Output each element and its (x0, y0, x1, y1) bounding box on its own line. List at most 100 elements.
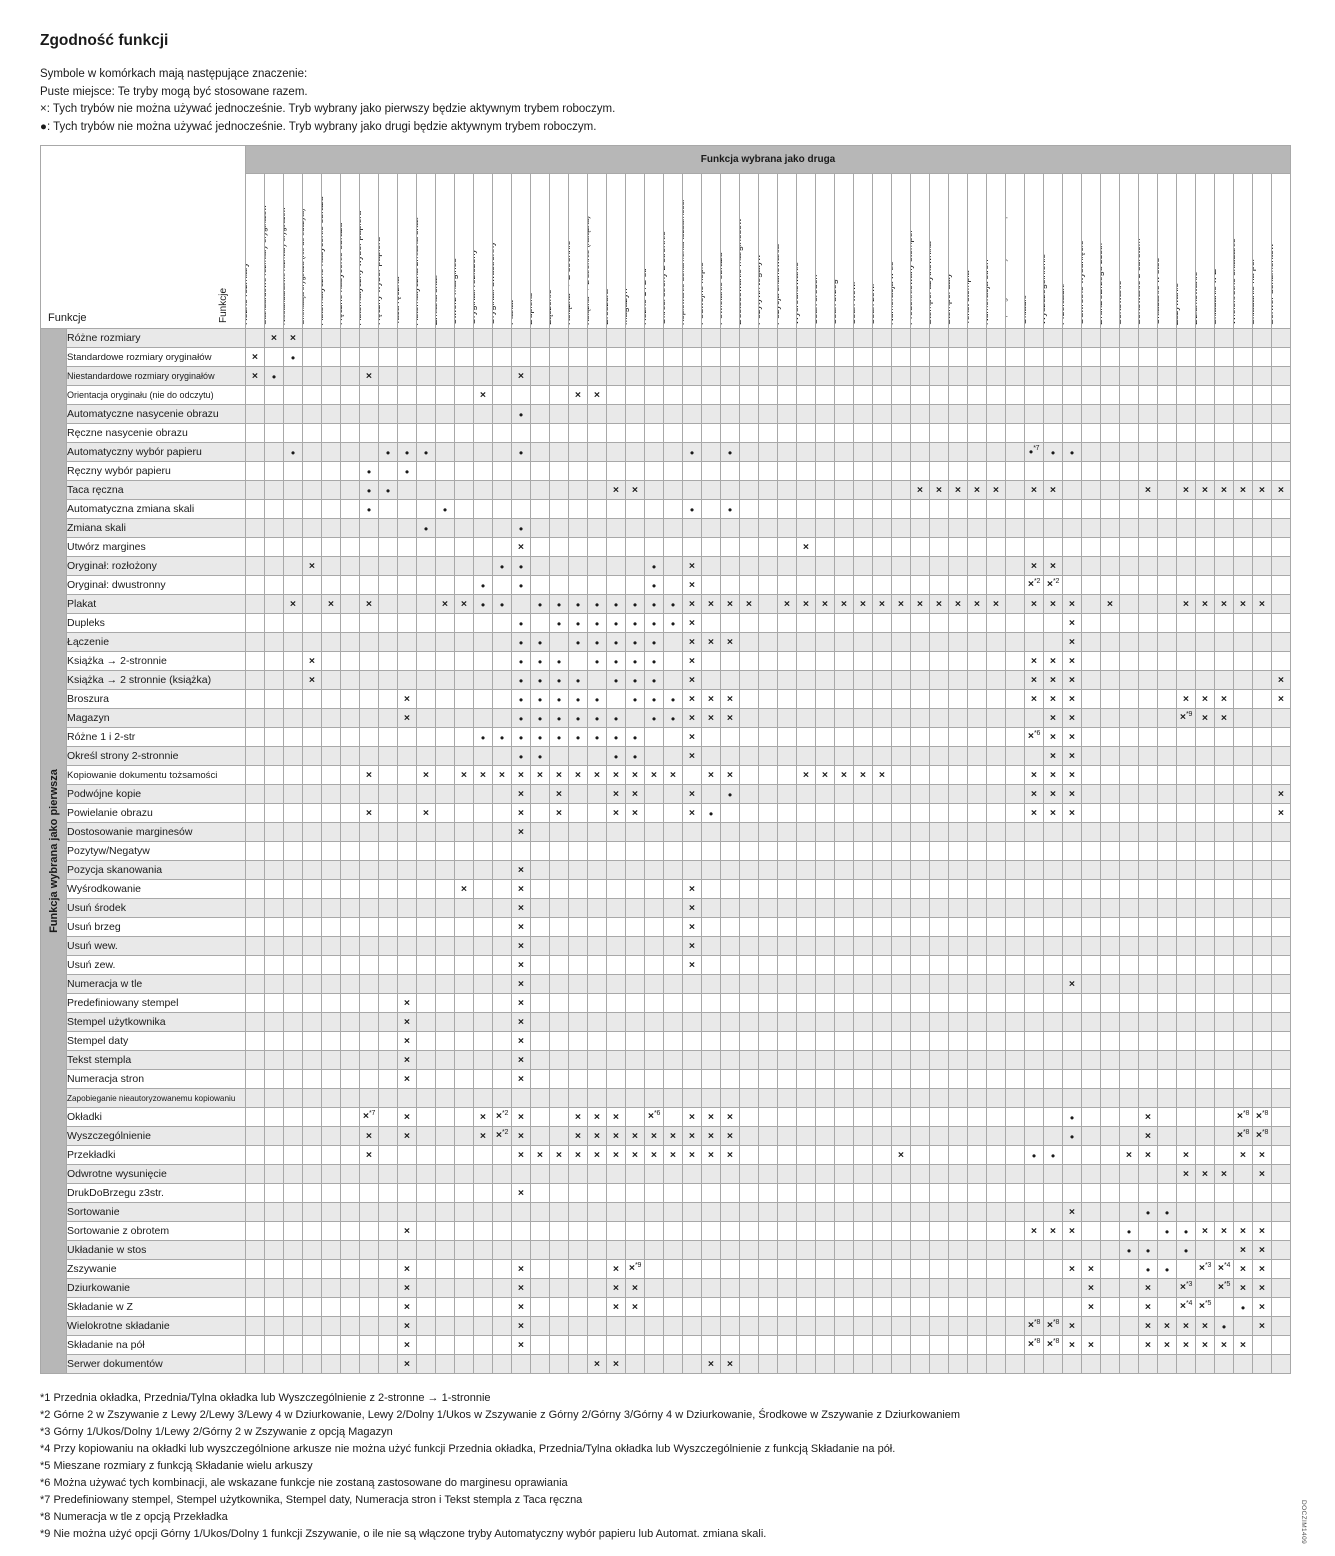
matrix-cell (872, 974, 892, 994)
matrix-cell (321, 974, 341, 994)
matrix-cell (663, 803, 683, 823)
matrix-cell (796, 1259, 816, 1279)
footnote-ref: *3 (1186, 1281, 1193, 1288)
matrix-cell (587, 423, 607, 443)
table-row: Broszura × ● ● ● ● ● ● ● ● × × × × × × × × × × (41, 689, 1291, 709)
matrix-cell (910, 328, 930, 348)
matrix-cell: ● (511, 632, 531, 652)
matrix-cell (397, 1202, 417, 1222)
matrix-cell (1157, 689, 1177, 709)
matrix-cell (549, 480, 569, 500)
incompatible-first-mark: × (1220, 1338, 1228, 1351)
matrix-cell: ×*9 (625, 1259, 645, 1279)
incompatible-first-mark: × (1049, 673, 1057, 686)
matrix-cell (796, 632, 816, 652)
matrix-cell: × (606, 1297, 626, 1317)
matrix-cell (1157, 803, 1177, 823)
matrix-cell (815, 366, 835, 386)
matrix-cell (378, 784, 398, 804)
matrix-cell: ● (549, 613, 569, 633)
matrix-cell (1271, 632, 1291, 652)
matrix-cell (1062, 1297, 1082, 1317)
matrix-cell (1176, 1069, 1196, 1089)
matrix-cell (492, 651, 512, 671)
matrix-cell: ×*7 (359, 1107, 379, 1127)
matrix-cell: × (1195, 594, 1215, 614)
matrix-cell (1195, 328, 1215, 348)
incompatible-second-mark: ● (651, 580, 657, 590)
matrix-cell (1081, 841, 1101, 861)
footnote-ref: *4 (1224, 1262, 1231, 1269)
matrix-cell: × (720, 689, 740, 709)
matrix-cell (1100, 480, 1120, 500)
matrix-cell (340, 651, 360, 671)
incompatible-first-mark: × (688, 578, 696, 591)
matrix-cell (245, 993, 265, 1013)
matrix-cell (1176, 822, 1196, 842)
matrix-cell (986, 974, 1006, 994)
matrix-cell (302, 879, 322, 899)
matrix-cell (891, 708, 911, 728)
matrix-cell (834, 537, 854, 557)
matrix-cell (1195, 1183, 1215, 1203)
matrix-cell: ● (511, 518, 531, 538)
matrix-cell (1271, 936, 1291, 956)
matrix-cell (416, 594, 436, 614)
matrix-cell: × (1043, 651, 1063, 671)
incompatible-first-mark: × (1182, 483, 1190, 496)
matrix-cell (1176, 1012, 1196, 1032)
incompatible-second-mark: ● (499, 561, 505, 571)
matrix-cell (1138, 841, 1158, 861)
matrix-cell (720, 898, 740, 918)
matrix-cell (986, 499, 1006, 519)
matrix-cell (416, 1202, 436, 1222)
incompatible-first-mark: × (688, 958, 696, 971)
incompatible-first-mark: × (1144, 483, 1152, 496)
matrix-cell (986, 1335, 1006, 1355)
matrix-cell (1176, 974, 1196, 994)
matrix-cell (644, 461, 664, 481)
matrix-cell (910, 689, 930, 709)
matrix-cell (739, 518, 759, 538)
incompatible-first-mark: × (688, 806, 696, 819)
matrix-cell (644, 955, 664, 975)
matrix-cell (796, 1164, 816, 1184)
matrix-cell (739, 1278, 759, 1298)
matrix-cell (1176, 423, 1196, 443)
matrix-cell (986, 1316, 1006, 1336)
incompatible-second-mark: ● (575, 618, 581, 628)
matrix-cell (321, 632, 341, 652)
matrix-cell (1138, 803, 1158, 823)
column-header: Zapobieganie nieautoryzowanemu kopiowani… (1005, 173, 1025, 329)
footnote-ref: *6 (1034, 730, 1041, 737)
matrix-cell (1138, 575, 1158, 595)
matrix-cell (473, 1164, 493, 1184)
matrix-cell: ● (530, 746, 550, 766)
incompatible-first-mark: × (1220, 711, 1228, 724)
matrix-cell (644, 1012, 664, 1032)
incompatible-first-mark: × (517, 1338, 525, 1351)
matrix-cell (1005, 784, 1025, 804)
matrix-cell (663, 784, 683, 804)
matrix-cell (872, 1202, 892, 1222)
matrix-cell (1081, 1240, 1101, 1260)
matrix-cell-diagonal (1062, 1145, 1082, 1165)
matrix-cell (834, 879, 854, 899)
matrix-cell (758, 1316, 778, 1336)
incompatible-first-mark: × (669, 1129, 677, 1142)
footnote-ref: *2 (1053, 578, 1060, 585)
matrix-cell (359, 1088, 379, 1108)
matrix-cell (663, 1107, 683, 1127)
matrix-cell (530, 1126, 550, 1146)
matrix-cell (853, 1088, 873, 1108)
matrix-cell (264, 1107, 284, 1127)
matrix-cell (1252, 822, 1272, 842)
matrix-cell (834, 1278, 854, 1298)
matrix-cell (929, 1107, 949, 1127)
footnote-ref: *8 (1053, 1319, 1060, 1326)
matrix-cell (1119, 613, 1139, 633)
matrix-cell (853, 879, 873, 899)
matrix-cell (1195, 1145, 1215, 1165)
matrix-cell (473, 803, 493, 823)
matrix-cell (1100, 651, 1120, 671)
